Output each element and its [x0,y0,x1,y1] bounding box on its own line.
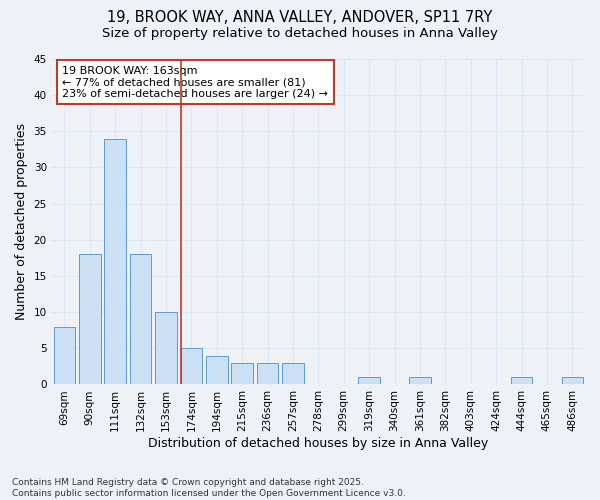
Bar [511,377,532,384]
Bar [79,254,101,384]
Bar [206,356,227,384]
Bar [181,348,202,384]
Bar [104,138,126,384]
X-axis label: Distribution of detached houses by size in Anna Valley: Distribution of detached houses by size … [148,437,488,450]
Bar [155,312,177,384]
Text: 19 BROOK WAY: 163sqm
← 77% of detached houses are smaller (81)
23% of semi-detac: 19 BROOK WAY: 163sqm ← 77% of detached h… [62,66,328,98]
Text: 19, BROOK WAY, ANNA VALLEY, ANDOVER, SP11 7RY: 19, BROOK WAY, ANNA VALLEY, ANDOVER, SP1… [107,10,493,25]
Bar [53,326,75,384]
Y-axis label: Number of detached properties: Number of detached properties [15,123,28,320]
Bar [282,363,304,384]
Bar [409,377,431,384]
Bar [562,377,583,384]
Text: Size of property relative to detached houses in Anna Valley: Size of property relative to detached ho… [102,28,498,40]
Text: Contains HM Land Registry data © Crown copyright and database right 2025.
Contai: Contains HM Land Registry data © Crown c… [12,478,406,498]
Bar [257,363,278,384]
Bar [358,377,380,384]
Bar [130,254,151,384]
Bar [232,363,253,384]
